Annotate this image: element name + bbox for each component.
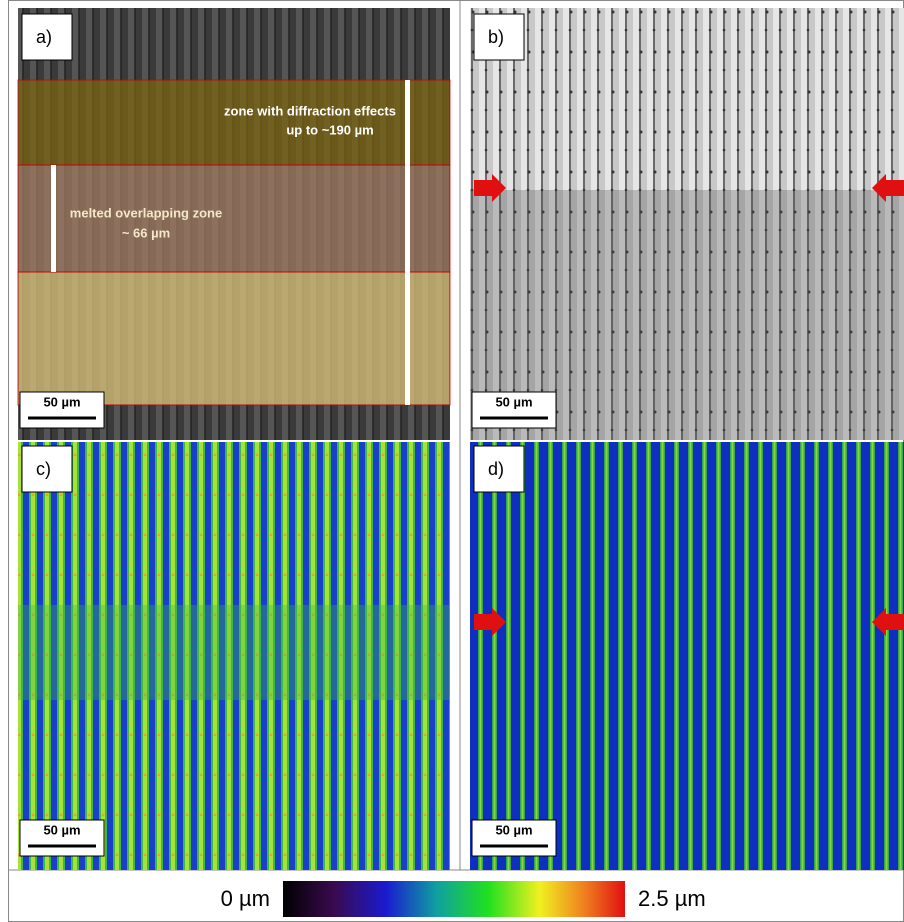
annotation: melted overlapping zone <box>70 205 222 220</box>
annotation: zone with diffraction effects <box>224 103 396 118</box>
scale-label: 50 µm <box>43 394 80 409</box>
marker-bar <box>405 80 410 405</box>
panel-label: a) <box>36 27 52 47</box>
figure: zone with diffraction effects up to ~190… <box>0 0 904 922</box>
scale-label: 50 µm <box>495 394 532 409</box>
colorbar: 0 µm 2.5 µm <box>221 881 706 917</box>
panel-a: zone with diffraction effects up to ~190… <box>18 8 450 440</box>
height-map <box>470 442 904 870</box>
zone <box>18 272 450 405</box>
panel-label: c) <box>36 459 51 479</box>
panel-label: b) <box>488 27 504 47</box>
zone <box>18 80 450 165</box>
overlap-zone <box>18 605 450 700</box>
panel-b: b) 50 µm <box>470 8 904 440</box>
colorbar-max: 2.5 µm <box>638 886 706 911</box>
panel-label: d) <box>488 459 504 479</box>
annotation: ~ 66 µm <box>122 225 170 240</box>
panel-d: d) 50 µm <box>470 442 904 870</box>
marker-bar <box>51 165 56 272</box>
panel-c: c) 50 µm <box>18 442 450 870</box>
scale-label: 50 µm <box>43 822 80 837</box>
annotation: up to ~190 µm <box>286 122 373 137</box>
colorbar-gradient <box>283 881 625 917</box>
colorbar-min: 0 µm <box>221 886 270 911</box>
scale-label: 50 µm <box>495 822 532 837</box>
